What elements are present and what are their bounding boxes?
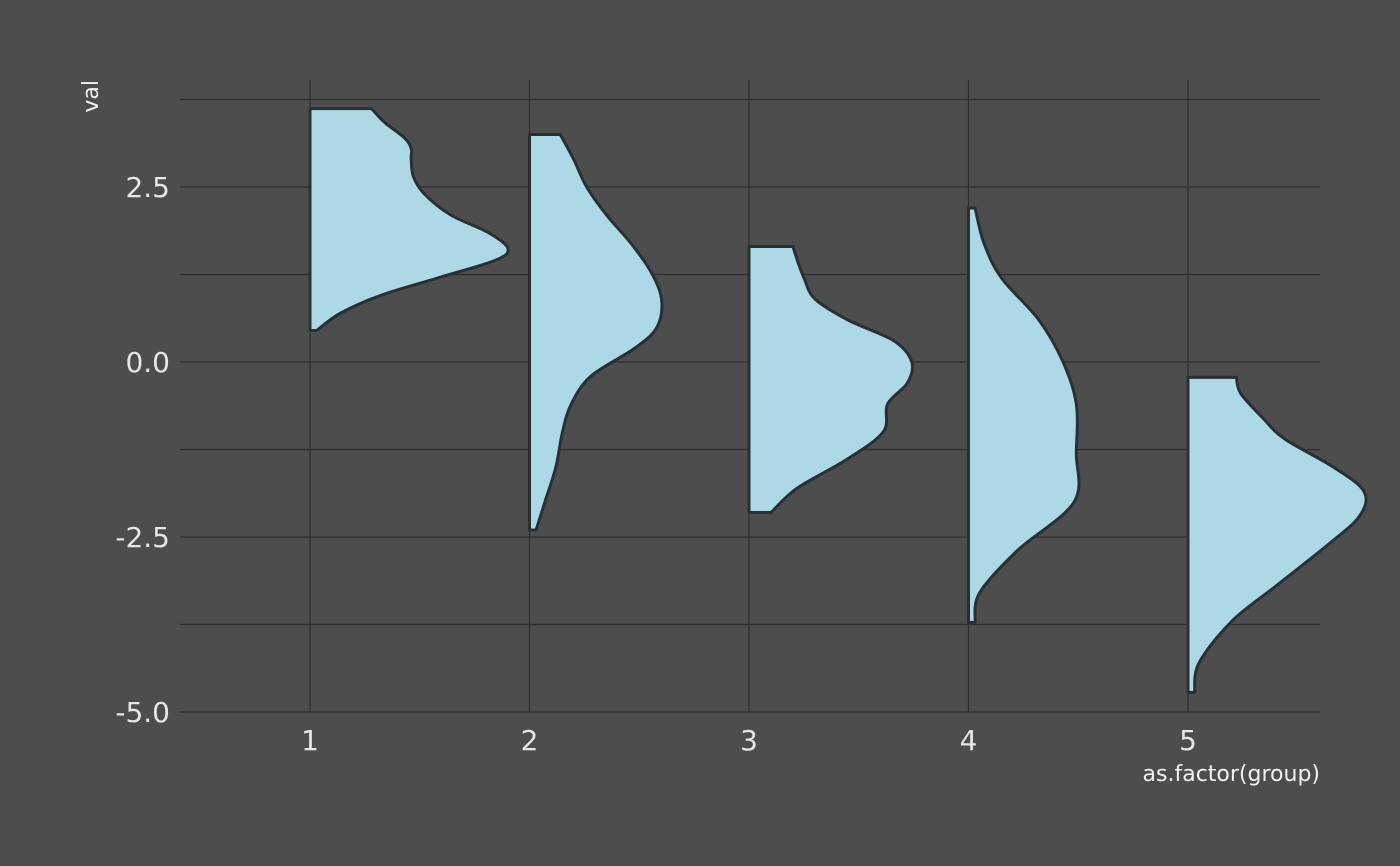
violin-group-1 [308,107,510,332]
violin-group-5 [1186,375,1368,694]
violin-group-2 [528,133,664,532]
violin-group-3 [747,245,915,514]
x-tick-label: 3 [740,724,758,757]
y-axis-title: val [79,80,104,113]
x-tick-label: 1 [301,724,319,757]
y-axis-ticks: -5.0 -2.5 0.0 2.5 [115,171,170,729]
x-axis-ticks: 1 2 3 4 5 [301,724,1197,757]
violin-group-4 [967,206,1081,624]
y-tick-label: 2.5 [125,171,170,204]
x-tick-label: 4 [960,724,978,757]
y-tick-label: 0.0 [125,346,170,379]
y-tick-label: -2.5 [115,521,170,554]
x-tick-label: 2 [521,724,539,757]
violin-layer [308,107,1368,694]
x-tick-label: 5 [1179,724,1197,757]
y-tick-label: -5.0 [115,696,170,729]
x-axis-title: as.factor(group) [1143,762,1320,787]
